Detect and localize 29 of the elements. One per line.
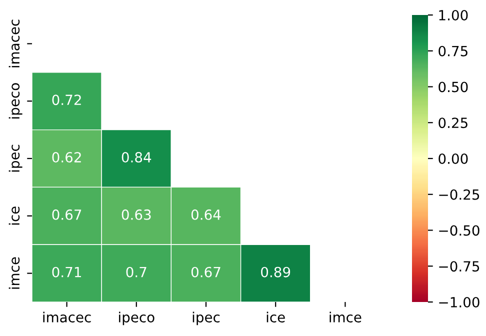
x-tick-label: ipeco — [119, 312, 154, 326]
data-label: 0.71 — [52, 266, 81, 278]
data-label: 0.63 — [122, 209, 151, 220]
data-label: 0.67 — [191, 266, 220, 278]
color-bar-label: 0.50 — [438, 82, 468, 92]
y-tick-label: ipeco — [8, 83, 22, 118]
y-tick-label: imacec — [8, 20, 20, 68]
color-bar-label: 0.00 — [438, 153, 468, 164]
x-tick-label: imce — [330, 312, 362, 322]
data-label: 0.62 — [52, 152, 81, 163]
data-label: 0.64 — [191, 209, 221, 220]
color-bar-label: −0.25 — [439, 189, 480, 200]
color-bar-label: 0.75 — [438, 46, 468, 56]
y-tick-label: ipec — [8, 144, 22, 172]
x-tick-label: ipec — [192, 312, 220, 326]
data-label: 0.67 — [52, 209, 82, 220]
data-label: 0.84 — [122, 152, 152, 163]
data-label: 0.72 — [52, 94, 81, 106]
data-label: 0.89 — [261, 266, 290, 278]
color-bar-label: 1.00 — [439, 10, 468, 20]
color-bar-label: −0.75 — [439, 261, 480, 272]
data-label: 0.7 — [126, 266, 146, 278]
color-bar-label: −0.50 — [439, 225, 480, 236]
x-tick-label: imacec — [43, 312, 91, 322]
color-bar-label: −1.00 — [439, 296, 480, 308]
color-bar-label: 0.25 — [438, 118, 468, 128]
y-tick-label: ice — [8, 206, 20, 225]
y-tick-label: imce — [8, 257, 20, 289]
x-tick-label: ice — [266, 312, 285, 322]
